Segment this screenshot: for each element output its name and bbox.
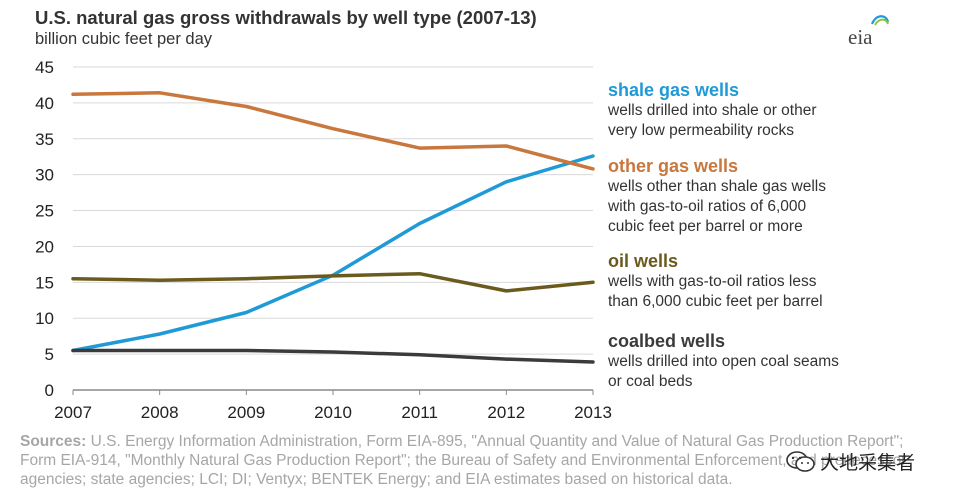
y-tick-label: 20 (35, 237, 54, 256)
eia-logo: eia (842, 12, 894, 52)
sources-text: U.S. Energy Information Administration, … (20, 433, 907, 488)
legend-desc-oil-2: than 6,000 cubic feet per barrel (608, 293, 823, 310)
y-tick-label: 0 (45, 381, 54, 400)
x-axis-tick-marks (72, 390, 594, 395)
eia-logo-text: eia (848, 25, 873, 49)
legend-desc-other-gas-3: cubic feet per barrel or more (608, 218, 803, 235)
eia-swoosh-icon (870, 15, 890, 26)
legend-desc-shale-1: wells drilled into shale or other (608, 102, 817, 119)
legend-desc-other-gas-2: with gas-to-oil ratios of 6,000 (608, 198, 807, 215)
y-tick-label: 5 (45, 345, 54, 364)
sources-label: Sources: (20, 433, 87, 450)
x-tick-label: 2012 (487, 403, 525, 422)
legend-name-other-gas: other gas wells (608, 156, 739, 176)
legend-desc-other-gas-1: wells other than shale gas wells (608, 178, 826, 195)
y-tick-label: 15 (35, 273, 54, 292)
series-line-oil-wells (71, 271, 595, 293)
x-axis-ticks: 2007 2008 2009 2010 2011 2012 2013 (54, 403, 612, 422)
series-line-shale-gas-wells (71, 154, 595, 353)
y-axis-ticks: 0 5 10 15 20 25 30 35 40 45 (35, 58, 54, 400)
y-tick-label: 30 (35, 166, 54, 185)
x-tick-label: 2011 (401, 403, 438, 422)
y-tick-label: 35 (35, 130, 54, 149)
legend-desc-coalbed-2: or coal beds (608, 373, 693, 390)
legend-item-coalbed: coalbed wells wells drilled into open co… (608, 331, 839, 392)
sources-note: Sources: U.S. Energy Information Adminis… (20, 432, 940, 489)
wechat-icon (786, 450, 815, 472)
gridlines (73, 66, 593, 391)
watermark-text: 大地采集者 (820, 453, 916, 474)
y-tick-label: 25 (35, 202, 54, 221)
x-tick-label: 2013 (574, 403, 612, 422)
legend-item-oil: oil wells wells with gas-to-oil ratios l… (608, 251, 823, 312)
watermark: 大地采集者 (786, 448, 915, 475)
legend-name-shale: shale gas wells (608, 80, 740, 100)
x-tick-label: 2009 (227, 403, 265, 422)
chart-title: U.S. natural gas gross withdrawals by we… (35, 7, 537, 28)
legend-name-oil: oil wells (608, 251, 679, 271)
series-lines (71, 91, 595, 364)
x-tick-label: 2008 (141, 403, 179, 422)
y-tick-label: 40 (35, 94, 54, 113)
legend-name-coalbed: coalbed wells (608, 331, 726, 351)
x-tick-label: 2010 (314, 403, 352, 422)
series-line-other-gas-wells (71, 91, 595, 171)
legend-desc-oil-1: wells with gas-to-oil ratios less (608, 273, 817, 290)
series-line-coalbed-wells (71, 348, 595, 364)
legend-desc-coalbed-1: wells drilled into open coal seams (608, 353, 839, 370)
chart-subtitle: billion cubic feet per day (35, 30, 213, 48)
y-tick-label: 45 (35, 58, 54, 77)
legend-desc-shale-2: very low permeability rocks (608, 122, 795, 139)
legend-item-other-gas: other gas wells wells other than shale g… (608, 156, 826, 237)
x-tick-label: 2007 (54, 403, 92, 422)
legend-item-shale: shale gas wells wells drilled into shale… (608, 80, 817, 141)
y-tick-label: 10 (35, 309, 54, 328)
